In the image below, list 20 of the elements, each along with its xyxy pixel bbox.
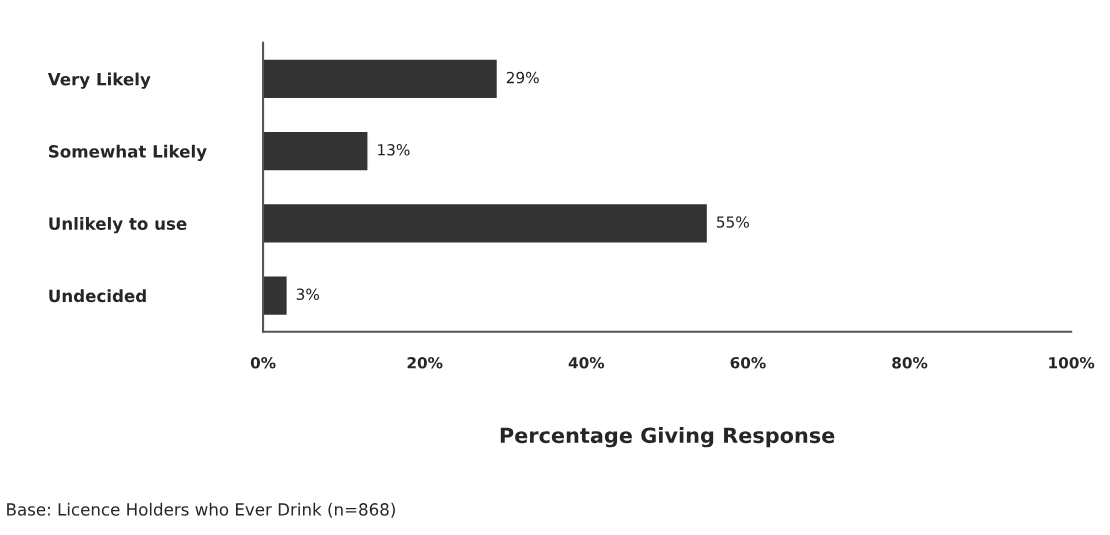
bar xyxy=(263,275,289,317)
y-tick-label: Very Likely xyxy=(47,72,151,89)
y-tick-label: Somewhat Likely xyxy=(48,144,207,162)
x-tick-label: 100% xyxy=(1049,356,1095,369)
bar xyxy=(263,58,499,100)
data-label: 55% xyxy=(717,216,749,228)
x-tick-label: 0% xyxy=(250,356,276,369)
x-tick-label: 60% xyxy=(730,356,766,369)
x-tick-label: 80% xyxy=(892,356,928,369)
text: Base: Licence Holders who Ever Drink (n=868) xyxy=(7,502,395,518)
data-label: 29% xyxy=(506,71,539,84)
bar xyxy=(263,202,709,244)
bar xyxy=(263,130,369,172)
data-label: 13% xyxy=(378,144,410,156)
x-tick-label: 40% xyxy=(568,356,605,369)
y-tick-label: Unlikely to use xyxy=(49,217,187,234)
data-label: 3% xyxy=(296,288,320,301)
x-axis-title: Percentage Giving Response xyxy=(500,427,835,448)
y-tick-label: Undecided xyxy=(49,289,146,303)
x-tick-label: 20% xyxy=(407,356,443,369)
